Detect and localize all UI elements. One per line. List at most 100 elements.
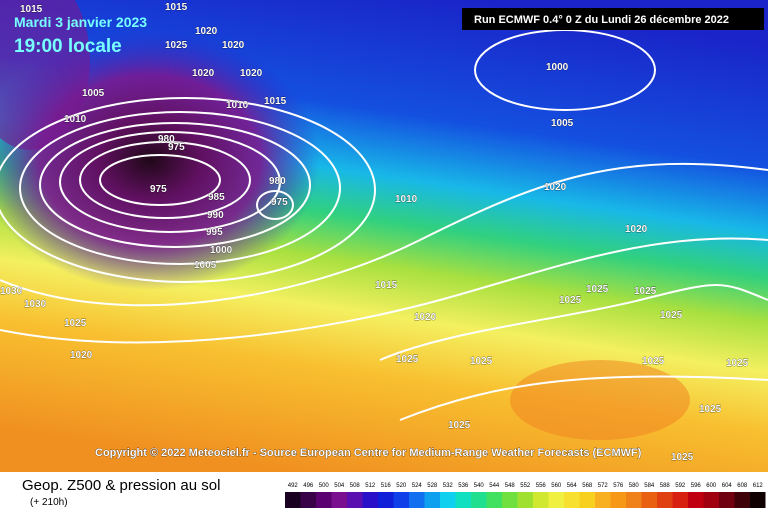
isobar-label: 1025 bbox=[642, 356, 665, 367]
scale-label: 576 bbox=[613, 483, 624, 489]
isobar-label: 1025 bbox=[726, 358, 749, 369]
isobar-label: 1000 bbox=[546, 62, 569, 73]
isobar-label: 1015 bbox=[375, 280, 398, 291]
isobar-label: 990 bbox=[207, 210, 224, 221]
scale-swatch bbox=[548, 492, 564, 508]
isobar-label: 1020 bbox=[240, 68, 263, 79]
scale-swatch bbox=[300, 492, 316, 508]
scale-label: 528 bbox=[427, 483, 438, 489]
scale-swatch bbox=[285, 492, 301, 508]
scale-swatch bbox=[564, 492, 580, 508]
scale-swatch bbox=[641, 492, 657, 508]
date-label: Mardi 3 janvier 2023 bbox=[14, 14, 147, 30]
scale-label: 516 bbox=[381, 483, 392, 489]
isobar-label: 1000 bbox=[210, 245, 233, 256]
scale-swatch bbox=[734, 492, 750, 508]
scale-label: 496 bbox=[303, 483, 314, 489]
scale-label: 540 bbox=[474, 483, 485, 489]
isobar-label: 1020 bbox=[192, 68, 215, 79]
isobar-label: 1025 bbox=[448, 420, 471, 431]
scale-label: 556 bbox=[536, 483, 547, 489]
scale-label: 512 bbox=[365, 483, 376, 489]
scale-label: 568 bbox=[582, 483, 593, 489]
scale-label: 544 bbox=[489, 483, 500, 489]
isobar-label: 1020 bbox=[544, 182, 567, 193]
scale-label: 532 bbox=[443, 483, 454, 489]
isobar-label: 1005 bbox=[82, 88, 105, 99]
isobar-label: 975 bbox=[150, 184, 167, 195]
low-area bbox=[0, 0, 90, 150]
isobar-label: 1005 bbox=[194, 260, 217, 271]
isobar-label: 1020 bbox=[222, 40, 245, 51]
scale-swatch bbox=[672, 492, 688, 508]
isobar-label: 1025 bbox=[699, 404, 722, 415]
scale-label: 592 bbox=[675, 483, 686, 489]
isobar-label: 1010 bbox=[226, 100, 249, 111]
isobar-label: 1005 bbox=[551, 118, 574, 129]
isobar-label: 1025 bbox=[559, 295, 582, 306]
isobar-label: 995 bbox=[206, 227, 223, 238]
run-box bbox=[462, 8, 764, 30]
scale-label: 520 bbox=[396, 483, 407, 489]
scale-swatch bbox=[316, 492, 332, 508]
scale-label: 612 bbox=[753, 483, 764, 489]
scale-label: 572 bbox=[598, 483, 609, 489]
scale-swatch bbox=[486, 492, 502, 508]
scale-label: 504 bbox=[334, 483, 345, 489]
isobar-label: 1030 bbox=[24, 299, 47, 310]
isobar-label: 1010 bbox=[395, 194, 418, 205]
isobar-label: 975 bbox=[168, 142, 185, 153]
scale-swatch bbox=[424, 492, 440, 508]
isobar-label: 1025 bbox=[470, 356, 493, 367]
scale-label: 580 bbox=[629, 483, 640, 489]
scale-swatch bbox=[517, 492, 533, 508]
isobar-label: 1030 bbox=[0, 286, 23, 297]
scale-label: 508 bbox=[350, 483, 361, 489]
isobar-label: 1015 bbox=[264, 96, 287, 107]
isobar-label: 1020 bbox=[414, 312, 437, 323]
isobar-label: 1025 bbox=[671, 452, 694, 463]
scale-label: 584 bbox=[644, 483, 655, 489]
isobar-label: 985 bbox=[208, 192, 225, 203]
scale-swatch bbox=[440, 492, 456, 508]
scale-label: 560 bbox=[551, 483, 562, 489]
scale-label: 500 bbox=[319, 483, 330, 489]
scale-swatch bbox=[626, 492, 642, 508]
isobar-label: 1025 bbox=[396, 354, 419, 365]
scale-swatch bbox=[347, 492, 363, 508]
scale-label: 588 bbox=[660, 483, 671, 489]
scale-swatch bbox=[455, 492, 471, 508]
scale-label: 608 bbox=[737, 483, 748, 489]
isobar-label: 1025 bbox=[660, 310, 683, 321]
scale-swatch bbox=[703, 492, 719, 508]
scale-swatch bbox=[688, 492, 704, 508]
scale-label: 552 bbox=[520, 483, 531, 489]
isobar-label: 1010 bbox=[64, 114, 87, 125]
scale-label: 536 bbox=[458, 483, 469, 489]
footer-lead: (+ 210h) bbox=[30, 497, 68, 508]
isobar-label: 1025 bbox=[64, 318, 87, 329]
isobar-label: 1025 bbox=[586, 284, 609, 295]
scale-swatch bbox=[595, 492, 611, 508]
isobar-label: 1020 bbox=[625, 224, 648, 235]
time-label: 19:00 locale bbox=[14, 36, 122, 57]
scale-label: 548 bbox=[505, 483, 516, 489]
scale-swatch bbox=[719, 492, 735, 508]
scale-label: 492 bbox=[288, 483, 299, 489]
scale-label: 600 bbox=[706, 483, 717, 489]
isobar-label: 1015 bbox=[165, 2, 188, 13]
isobars bbox=[0, 29, 768, 421]
scale-swatch bbox=[579, 492, 595, 508]
scale-swatch bbox=[502, 492, 518, 508]
footer-title: Geop. Z500 & pression au sol bbox=[22, 477, 220, 494]
scale-label: 596 bbox=[691, 483, 702, 489]
isobar-label: 1015 bbox=[20, 4, 43, 15]
scale-swatch bbox=[657, 492, 673, 508]
warm-area bbox=[510, 360, 690, 440]
scale-swatch bbox=[393, 492, 409, 508]
isobar-label: 1025 bbox=[165, 40, 188, 51]
scale-swatch bbox=[471, 492, 487, 508]
scale-swatch bbox=[331, 492, 347, 508]
scale-swatch bbox=[750, 492, 766, 508]
